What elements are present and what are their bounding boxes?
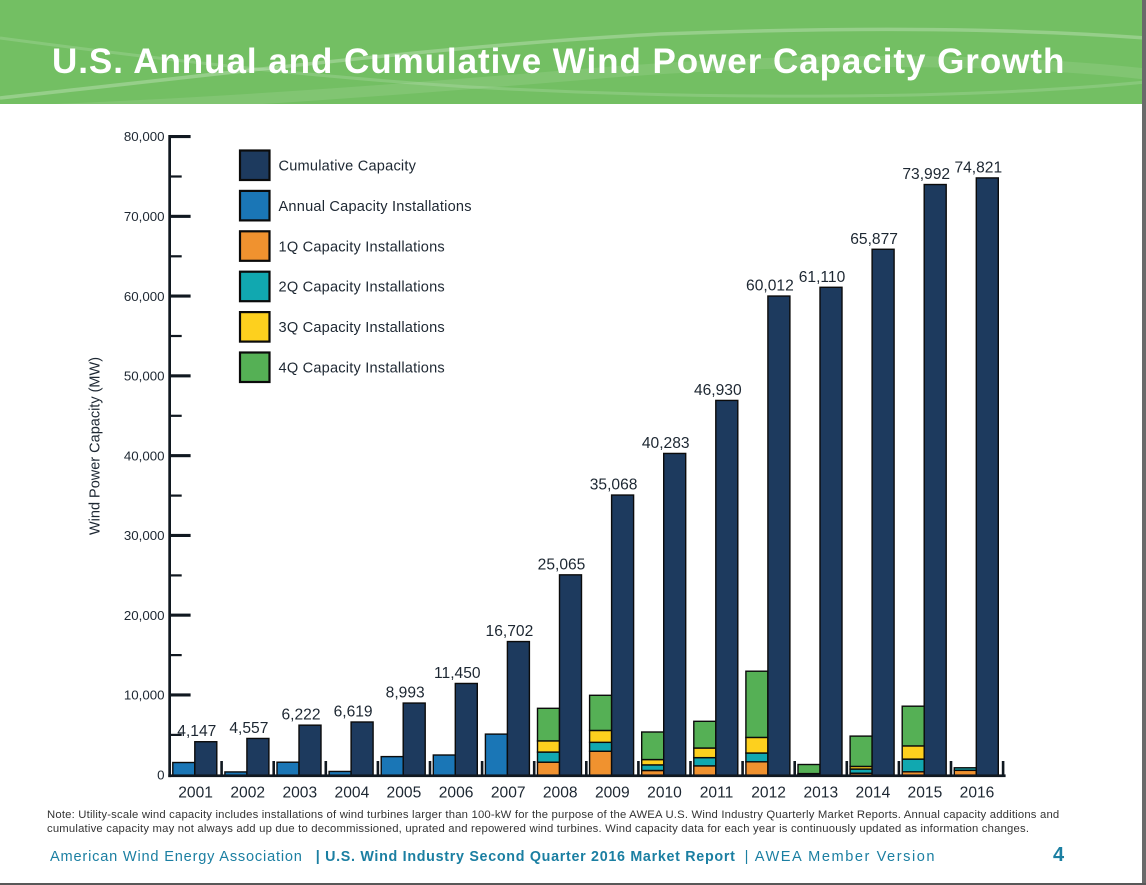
svg-text:73,992: 73,992 bbox=[902, 166, 950, 183]
svg-text:61,110: 61,110 bbox=[799, 269, 846, 286]
svg-text:60,000: 60,000 bbox=[124, 289, 165, 304]
svg-text:3Q Capacity Installations: 3Q Capacity Installations bbox=[279, 320, 445, 336]
svg-text:0: 0 bbox=[157, 767, 164, 782]
svg-text:46,930: 46,930 bbox=[694, 382, 742, 399]
svg-text:2004: 2004 bbox=[335, 785, 370, 802]
svg-text:4,557: 4,557 bbox=[229, 720, 268, 737]
svg-text:80,000: 80,000 bbox=[124, 129, 165, 144]
svg-text:2015: 2015 bbox=[908, 785, 943, 802]
svg-text:2011: 2011 bbox=[700, 785, 734, 802]
svg-text:50,000: 50,000 bbox=[124, 369, 165, 384]
svg-text:2016: 2016 bbox=[960, 785, 995, 802]
svg-text:4,147: 4,147 bbox=[177, 723, 216, 740]
svg-text:40,000: 40,000 bbox=[124, 448, 165, 463]
svg-text:2Q Capacity Installations: 2Q Capacity Installations bbox=[279, 280, 445, 296]
svg-text:2006: 2006 bbox=[439, 785, 474, 802]
svg-text:35,068: 35,068 bbox=[590, 477, 638, 494]
svg-text:70,000: 70,000 bbox=[124, 209, 165, 224]
svg-text:10,000: 10,000 bbox=[124, 688, 165, 703]
svg-text:2012: 2012 bbox=[751, 785, 786, 802]
svg-text:74,821: 74,821 bbox=[954, 159, 1002, 176]
svg-text:6,222: 6,222 bbox=[281, 707, 320, 724]
svg-text:2005: 2005 bbox=[387, 785, 422, 802]
svg-text:Annual Capacity Installations: Annual Capacity Installations bbox=[279, 199, 472, 215]
svg-text:30,000: 30,000 bbox=[124, 528, 165, 543]
svg-text:60,012: 60,012 bbox=[746, 278, 794, 295]
svg-text:2002: 2002 bbox=[230, 785, 265, 802]
svg-text:2007: 2007 bbox=[491, 785, 526, 802]
svg-text:2009: 2009 bbox=[595, 785, 630, 802]
svg-text:40,283: 40,283 bbox=[642, 435, 690, 452]
svg-text:20,000: 20,000 bbox=[124, 608, 165, 623]
svg-text:25,065: 25,065 bbox=[538, 556, 586, 573]
svg-text:2003: 2003 bbox=[282, 785, 317, 802]
svg-text:16,702: 16,702 bbox=[486, 623, 534, 640]
svg-text:2014: 2014 bbox=[856, 785, 891, 802]
svg-text:1Q Capacity Installations: 1Q Capacity Installations bbox=[279, 239, 445, 255]
svg-text:Wind Power Capacity (MW): Wind Power Capacity (MW) bbox=[88, 357, 104, 535]
svg-text:Cumulative Capacity: Cumulative Capacity bbox=[279, 159, 417, 175]
svg-text:2008: 2008 bbox=[543, 785, 578, 802]
svg-text:2001: 2001 bbox=[178, 785, 213, 802]
svg-text:2010: 2010 bbox=[647, 785, 682, 802]
svg-text:2013: 2013 bbox=[803, 785, 838, 802]
svg-text:8,993: 8,993 bbox=[386, 685, 425, 702]
svg-text:65,877: 65,877 bbox=[850, 231, 898, 248]
svg-text:11,450: 11,450 bbox=[434, 665, 481, 682]
svg-text:6,619: 6,619 bbox=[334, 704, 373, 721]
svg-text:4Q Capacity Installations: 4Q Capacity Installations bbox=[279, 361, 445, 377]
